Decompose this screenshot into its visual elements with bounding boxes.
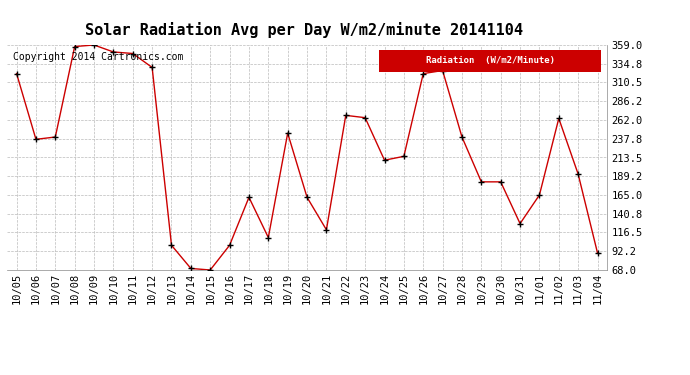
Text: Copyright 2014 Cartronics.com: Copyright 2014 Cartronics.com <box>13 52 184 62</box>
Text: Radiation  (W/m2/Minute): Radiation (W/m2/Minute) <box>426 56 555 65</box>
Text: Solar Radiation Avg per Day W/m2/minute 20141104: Solar Radiation Avg per Day W/m2/minute … <box>85 22 522 39</box>
FancyBboxPatch shape <box>379 50 601 72</box>
